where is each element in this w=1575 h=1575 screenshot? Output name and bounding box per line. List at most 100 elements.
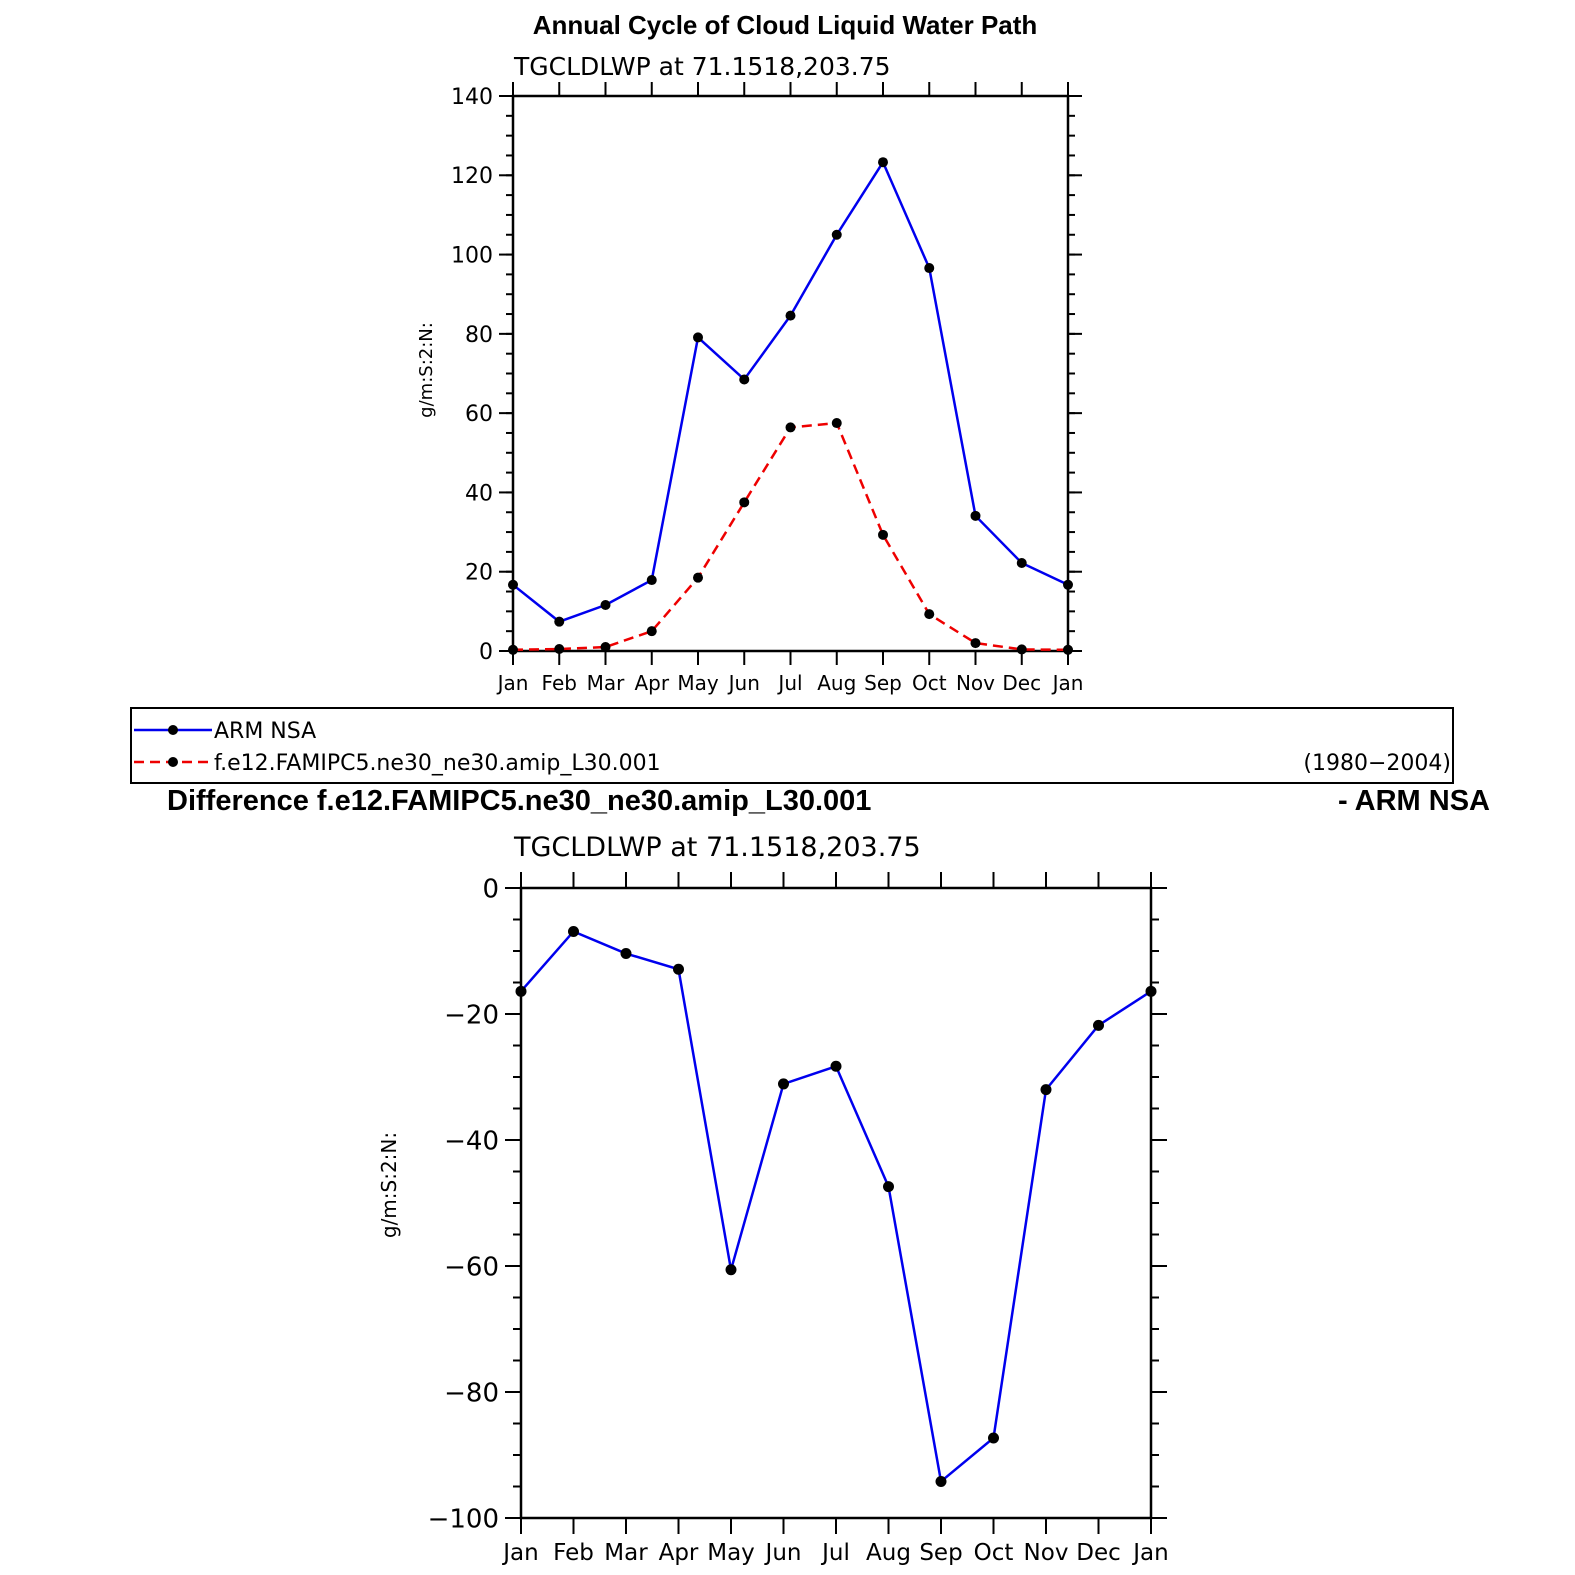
top-chart-subtitle: TGCLDLWP at 71.1518,203.75 — [513, 52, 891, 81]
series-1-point — [646, 626, 657, 637]
x-tick-label: Mar — [587, 671, 626, 695]
y-tick-label: −80 — [444, 1378, 499, 1408]
legend-model-label: f.e12.FAMIPC5.ne30_ne30.amip_L30.001 — [214, 751, 661, 776]
x-tick-label: Dec — [1076, 1540, 1121, 1566]
series-0-point — [785, 310, 796, 321]
top-chart-title: Annual Cycle of Cloud Liquid Water Path — [533, 10, 1038, 40]
y-tick-label: −60 — [444, 1252, 499, 1282]
series-0-point — [673, 963, 684, 975]
series-0-point — [935, 1475, 947, 1487]
y-tick-label: 100 — [451, 243, 493, 268]
y-tick-label: 120 — [451, 164, 493, 189]
series-0-point — [1063, 579, 1073, 590]
series-1-point — [924, 609, 935, 620]
series-1-point — [878, 529, 888, 540]
series-0-point — [554, 616, 565, 627]
series-1-point — [785, 422, 796, 433]
series-0-point — [830, 1060, 842, 1072]
series-1-point — [1016, 644, 1027, 655]
series-0-point — [739, 374, 750, 385]
legend-model-marker — [168, 757, 178, 767]
series-line-0 — [520, 929, 1152, 1484]
series-0-point — [646, 575, 657, 586]
bottom-chart-title-suffix: - ARM NSA — [1338, 785, 1490, 817]
x-tick-label: Dec — [1002, 671, 1041, 695]
series-1-point — [600, 642, 611, 653]
bottom-plot-area: Jan Feb Mar Apr May Jun Jul Aug Sep Oct Nov Dec Jan 0… — [428, 872, 1169, 1566]
x-tick-label: Jul — [776, 671, 802, 695]
series-0-point — [1040, 1084, 1052, 1096]
series-1-point — [739, 497, 750, 508]
y-tick-label: 60 — [465, 402, 493, 427]
series-0-point — [878, 157, 888, 168]
series-0-point — [693, 332, 703, 343]
x-tick-label: Jun — [727, 671, 760, 695]
y-tick-label: 140 — [451, 85, 493, 110]
y-tick-label: 40 — [465, 481, 493, 506]
x-tick-label: Mar — [604, 1540, 648, 1566]
series-0-point — [883, 1181, 894, 1193]
x-tick-label: Jan — [501, 1540, 538, 1566]
x-tick-label: Apr — [659, 1540, 699, 1566]
series-1-point — [1063, 644, 1073, 655]
series-0-point — [988, 1432, 999, 1444]
series-0-point — [778, 1078, 789, 1090]
legend-period: (1980−2004) — [1303, 751, 1451, 776]
series-1-point — [554, 644, 565, 655]
x-tick-label: Jun — [764, 1540, 802, 1566]
x-tick-label: Oct — [912, 671, 947, 695]
x-tick-label: Jan — [1131, 1540, 1168, 1566]
x-tick-label: Sep — [919, 1540, 962, 1566]
y-tick-label: 0 — [482, 874, 499, 904]
x-tick-label: Apr — [634, 671, 669, 695]
y-tick-label: −100 — [428, 1504, 499, 1534]
legend: ARM NSA f.e12.FAMIPC5.ne30_ne30.amip_L30… — [130, 707, 1454, 784]
y-tick-label: −40 — [444, 1126, 499, 1156]
y-tick-label: −20 — [444, 1000, 499, 1030]
x-tick-label: Nov — [956, 671, 995, 695]
series-0-point — [1016, 557, 1027, 568]
series-0-point — [620, 948, 632, 960]
plot-frame — [511, 94, 1070, 653]
x-tick-label: Jul — [820, 1540, 850, 1566]
series-0-point — [508, 579, 518, 590]
y-tick-label: 80 — [465, 323, 493, 348]
x-tick-label: May — [677, 671, 719, 695]
series-0-point — [831, 229, 842, 240]
top-chart-ylabel: g/m:S:2:N: — [416, 322, 437, 418]
series-0-point — [600, 600, 611, 611]
x-tick-label: Aug — [817, 671, 856, 695]
y-tick-label: 0 — [479, 640, 493, 665]
x-tick-label: Jan — [496, 671, 529, 695]
series-1-point — [831, 418, 842, 429]
legend-arm-label: ARM NSA — [214, 719, 316, 744]
x-tick-label: Nov — [1024, 1540, 1069, 1566]
legend-arm-marker — [168, 725, 178, 735]
top-plot-area: Jan Feb Mar Apr May Jun Jul Aug Sep Oct Nov Dec Jan0… — [451, 82, 1083, 695]
legend-box — [130, 707, 1454, 784]
x-tick-label: Aug — [866, 1540, 911, 1566]
series-1-point — [508, 644, 518, 655]
series-0-point — [970, 510, 981, 521]
bottom-chart-title: Difference f.e12.FAMIPC5.ne30_ne30.amip_… — [167, 785, 871, 817]
x-tick-label: Sep — [864, 671, 902, 695]
bottom-chart-subtitle: TGCLDLWP at 71.1518,203.75 — [513, 832, 921, 863]
series-0-point — [568, 925, 579, 937]
x-tick-label: Feb — [553, 1540, 594, 1566]
series-line-1 — [512, 421, 1069, 652]
series-line-0 — [512, 159, 1069, 624]
plot-frame — [519, 886, 1153, 1520]
y-tick-label: 20 — [465, 561, 493, 586]
x-tick-label: Feb — [542, 671, 577, 695]
x-tick-label: Jan — [1051, 671, 1084, 695]
series-0-point — [725, 1264, 737, 1276]
bottom-chart-ylabel: g/m:S:2:N: — [377, 1132, 401, 1238]
series-0-point — [515, 985, 527, 997]
series-0-point — [924, 263, 935, 274]
series-1-point — [693, 572, 703, 583]
series-0-point — [1145, 985, 1157, 997]
x-tick-label: Oct — [974, 1540, 1014, 1566]
series-0-point — [1093, 1019, 1104, 1031]
series-1-point — [970, 638, 981, 649]
